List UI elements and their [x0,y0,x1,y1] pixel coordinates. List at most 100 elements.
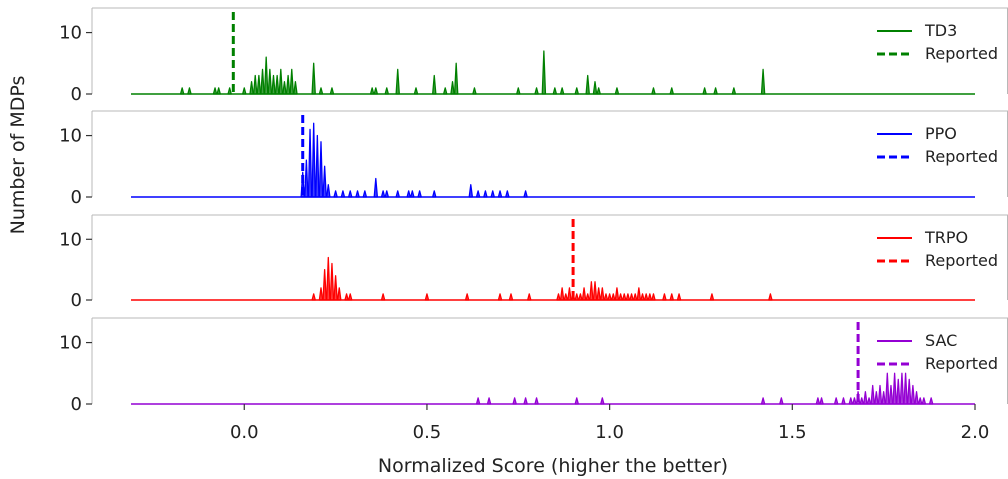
density-peak [322,165,327,198]
density-peak [289,68,295,95]
density-peak [636,287,642,301]
density-peak [917,397,923,405]
density-peak [621,293,627,301]
density-peak [263,56,269,95]
panel-trpo: 0 10 TRPO Reported [59,214,1008,311]
density-peak [293,81,298,95]
density-peak [852,397,857,405]
density-peak [833,397,839,405]
density-peak [260,68,265,95]
density-peak [340,190,346,198]
density-peak [475,397,481,405]
density-peak [326,184,331,198]
y-tick-label: 10 [59,229,82,250]
density-peak [910,384,916,405]
density-peak [413,87,419,95]
density-peak [928,397,934,405]
density-peak [252,74,258,95]
density-peak [329,87,335,95]
density-peak [333,275,338,301]
y-tick-label: 0 [71,394,82,415]
density-peak [592,281,598,301]
density-peak [242,87,247,95]
density-peak [585,293,590,301]
density-peak [863,391,868,405]
density-peak [483,190,488,198]
y-tick-label: 0 [71,187,82,208]
density-peak [311,62,316,95]
density-peak [629,293,634,301]
y-tick-label: 0 [71,84,82,105]
density-peak [311,122,316,198]
density-peak [567,287,572,301]
density-peak [815,397,821,405]
density-peak [311,293,316,301]
density-peak [527,293,532,301]
density-peak [187,87,192,95]
density-peak [596,287,601,301]
density-peak [603,293,609,301]
density-peak [760,68,766,95]
density-peak [903,372,908,405]
density-peak [556,293,561,301]
legend-entry-ppo: PPO [925,124,957,143]
density-peak [614,287,620,301]
density-peak [574,293,579,301]
density-peak [497,190,503,198]
density-peak [552,87,558,95]
density-peak [344,293,349,301]
density-peak [384,190,390,198]
density-peak [212,87,218,95]
density-peak [274,74,280,95]
density-peak [369,87,375,95]
density-peak [614,87,620,95]
density-peak [450,81,455,95]
density-peak [326,256,331,301]
density-peak [892,372,897,405]
density-peak [563,293,569,301]
density-peak [647,293,653,301]
density-peak [596,87,601,95]
density-peak [607,293,612,301]
legend-entry-sac: SAC [925,331,957,350]
density-peak [534,397,539,405]
density-peak [574,397,579,405]
y-tick-label: 10 [59,333,82,354]
x-tick-label: 2.0 [961,422,990,443]
density-peak [885,372,890,405]
density-peak [581,287,587,301]
density-peak [625,293,631,301]
density-peak [676,293,682,301]
density-peak [505,190,510,198]
density-peak [534,87,539,95]
density-peak [406,190,411,198]
density-peak [282,81,287,95]
density-peak [779,397,784,405]
legend-entry-reported: Reported [925,251,998,270]
density-peak [669,87,674,95]
density-peak [516,87,521,95]
density-peak [914,391,919,405]
x-tick-label: 0.0 [230,422,259,443]
x-tick-label: 1.5 [778,422,807,443]
density-peak [373,177,379,198]
density-peak [906,378,912,405]
density-peak [322,268,327,301]
density-peak [523,190,528,198]
density-peak [333,190,338,198]
density-peak [643,293,649,301]
density-peak [574,87,579,95]
density-peak [881,391,886,405]
panel-td3: 0 10 TD3 Reported [59,7,1008,105]
density-peak [600,397,605,405]
density-peak [384,87,390,95]
density-peak [318,87,324,95]
density-peak [267,68,273,95]
density-peak [508,293,514,301]
density-peak [318,287,324,301]
density-peak [848,397,854,405]
density-peak [216,87,221,95]
density-peak [713,87,718,95]
legend-entry-td3: TD3 [924,21,957,40]
